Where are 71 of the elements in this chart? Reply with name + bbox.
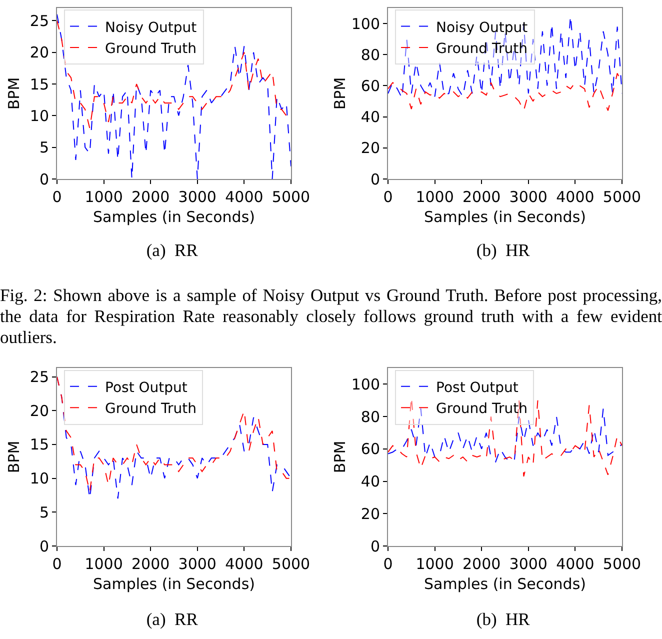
legend-label: Post Output [105,380,188,396]
x-tick-label: 2000 [462,188,501,206]
x-tick-label: 4000 [225,555,264,573]
x-tick-label: 3000 [178,188,216,206]
legend-label: Noisy Output [105,20,198,36]
x-axis-title: Samples (in Seconds) [93,208,255,226]
x-tick-label: 0 [52,555,62,573]
legend-label: Ground Truth [436,40,528,57]
y-tick-label: 20 [30,44,49,62]
y-tick-label: 60 [360,440,380,458]
line-series [57,14,291,179]
y-tick-label: 100 [351,14,380,33]
y-tick-label: 25 [30,12,49,30]
x-tick-label: 2000 [462,555,501,573]
x-tick-label: 2000 [132,555,170,573]
y-tick-label: 20 [30,402,49,420]
x-axis-title: Samples (in Seconds) [93,575,255,593]
y-axis-title: BPM [331,77,349,110]
x-axis-title: Samples (in Seconds) [424,208,586,226]
y-tick-label: 80 [360,46,380,64]
legend-label: Noisy Output [436,20,528,36]
y-tick-label: 5 [39,138,49,157]
y-tick-label: 20 [360,504,380,523]
legend-label: Post Output [436,380,519,396]
x-tick-label: 4000 [556,555,594,573]
x-tick-label: 1000 [84,188,123,206]
y-tick-label: 5 [39,503,49,522]
y-tick-label: 15 [30,436,49,454]
y-tick-label: 10 [30,470,49,488]
y-tick-label: 20 [360,139,380,158]
x-tick-label: 2000 [132,188,170,206]
y-tick-label: 60 [360,76,380,95]
x-tick-label: 0 [52,188,62,206]
legend-label: Ground Truth [105,40,196,57]
x-tick-label: 3000 [509,188,548,206]
x-tick-label: 1000 [416,188,454,206]
y-tick-label: 0 [39,170,49,188]
x-tick-label: 0 [383,188,393,206]
x-tick-label: 0 [383,555,393,573]
y-axis-title: BPM [331,440,349,474]
x-tick-label: 1000 [416,555,454,573]
x-tick-label: 1000 [84,555,123,573]
y-tick-label: 0 [39,537,49,556]
x-tick-label: 4000 [225,188,264,206]
y-tick-label: 0 [370,170,380,188]
x-tick-label: 5000 [602,188,642,206]
text: (a) RR [146,240,198,260]
y-tick-label: 80 [360,408,380,426]
y-tick-label: 100 [351,375,380,394]
x-tick-label: 3000 [509,555,548,573]
x-tick-label: 5000 [602,555,642,573]
x-tick-label: 3000 [178,555,216,573]
y-tick-label: 0 [370,537,380,556]
y-axis-title: BPM [5,440,24,474]
legend-label: Ground Truth [436,401,528,418]
y-tick-label: 40 [360,472,380,491]
x-tick-label: 5000 [272,555,310,573]
caption: Fig. 2: Shown above is a sample of Noisy Output vs Ground Truth. Before post processing, the data for Respiration Rate reasonably closely follows ground truth with a few evident outliers. [0,285,662,348]
x-tick-label: 5000 [272,188,310,206]
y-tick-label: 15 [30,75,49,94]
line-series [388,72,622,112]
y-tick-label: 25 [30,368,49,386]
y-axis-title: BPM [5,77,24,110]
text: (a) RR [146,609,198,629]
y-tick-label: 10 [30,106,49,125]
text: (b) HR [476,240,530,260]
x-tick-label: 4000 [556,188,594,206]
x-axis-title: Samples (in Seconds) [424,575,586,593]
text: (b) HR [476,609,530,629]
y-tick-label: 40 [360,108,380,126]
legend-label: Ground Truth [105,401,196,418]
